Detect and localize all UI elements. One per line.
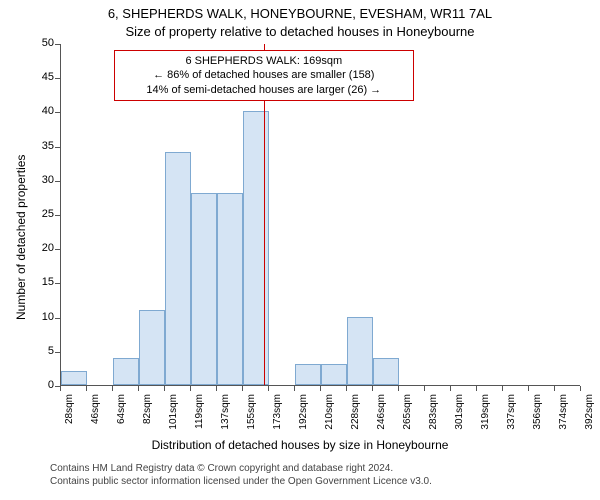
ytick-label: 25 [26, 208, 54, 220]
xtick-label: 392sqm [584, 394, 595, 438]
footer-line-2: Contains public sector information licen… [50, 475, 432, 488]
ytick-label: 15 [26, 276, 54, 288]
histogram-bar [295, 364, 321, 385]
chart-title-sub: Size of property relative to detached ho… [0, 24, 600, 39]
ytick-label: 10 [26, 311, 54, 323]
ytick-mark [55, 112, 60, 113]
histogram-bar [61, 371, 87, 385]
ytick-mark [55, 78, 60, 79]
xtick-mark [554, 386, 555, 391]
plot-area: 6 SHEPHERDS WALK: 169sqm← 86% of detache… [60, 44, 580, 386]
xtick-label: 155sqm [246, 394, 257, 438]
ytick-label: 5 [26, 345, 54, 357]
ytick-label: 40 [26, 105, 54, 117]
xtick-label: 173sqm [272, 394, 283, 438]
ytick-label: 45 [26, 71, 54, 83]
xtick-mark [346, 386, 347, 391]
xtick-label: 46sqm [90, 394, 101, 438]
ytick-label: 20 [26, 242, 54, 254]
ytick-mark [55, 318, 60, 319]
ytick-label: 0 [26, 379, 54, 391]
xtick-mark [112, 386, 113, 391]
ytick-mark [55, 283, 60, 284]
xtick-label: 137sqm [220, 394, 231, 438]
footer-line-1: Contains HM Land Registry data © Crown c… [50, 462, 432, 475]
xtick-label: 283sqm [428, 394, 439, 438]
xtick-mark [372, 386, 373, 391]
xtick-mark [138, 386, 139, 391]
xtick-label: 337sqm [506, 394, 517, 438]
xtick-mark [476, 386, 477, 391]
histogram-bar [347, 317, 373, 385]
annotation-line: ← 86% of detached houses are smaller (15… [121, 68, 407, 82]
annotation-line: 6 SHEPHERDS WALK: 169sqm [121, 54, 407, 68]
xtick-label: 246sqm [376, 394, 387, 438]
histogram-bar [321, 364, 347, 385]
xtick-label: 28sqm [64, 394, 75, 438]
ytick-mark [55, 44, 60, 45]
xtick-mark [450, 386, 451, 391]
xtick-mark [60, 386, 61, 391]
histogram-bar [113, 358, 139, 385]
xtick-mark [86, 386, 87, 391]
xtick-label: 119sqm [194, 394, 205, 438]
histogram-bar [165, 152, 191, 385]
x-axis-label: Distribution of detached houses by size … [0, 438, 600, 452]
footer-attribution: Contains HM Land Registry data © Crown c… [50, 462, 432, 488]
annotation-line: 14% of semi-detached houses are larger (… [121, 83, 407, 97]
xtick-label: 301sqm [454, 394, 465, 438]
histogram-bar [139, 310, 165, 385]
ytick-label: 30 [26, 174, 54, 186]
xtick-label: 101sqm [168, 394, 179, 438]
xtick-mark [216, 386, 217, 391]
ytick-label: 35 [26, 140, 54, 152]
xtick-mark [294, 386, 295, 391]
histogram-bar [243, 111, 269, 385]
xtick-mark [424, 386, 425, 391]
histogram-bar [217, 193, 243, 385]
xtick-label: 228sqm [350, 394, 361, 438]
xtick-mark [268, 386, 269, 391]
xtick-label: 319sqm [480, 394, 491, 438]
histogram-bar [373, 358, 399, 385]
xtick-mark [398, 386, 399, 391]
histogram-bar [191, 193, 217, 385]
ytick-mark [55, 352, 60, 353]
xtick-label: 265sqm [402, 394, 413, 438]
ytick-mark [55, 181, 60, 182]
xtick-label: 210sqm [324, 394, 335, 438]
xtick-label: 374sqm [558, 394, 569, 438]
ytick-label: 50 [26, 37, 54, 49]
chart-title-main: 6, SHEPHERDS WALK, HONEYBOURNE, EVESHAM,… [0, 6, 600, 21]
xtick-mark [502, 386, 503, 391]
xtick-mark [190, 386, 191, 391]
chart-container: 6, SHEPHERDS WALK, HONEYBOURNE, EVESHAM,… [0, 0, 600, 500]
ytick-mark [55, 249, 60, 250]
xtick-mark [320, 386, 321, 391]
xtick-mark [580, 386, 581, 391]
annotation-box: 6 SHEPHERDS WALK: 169sqm← 86% of detache… [114, 50, 414, 101]
xtick-mark [164, 386, 165, 391]
ytick-mark [55, 215, 60, 216]
xtick-mark [528, 386, 529, 391]
xtick-label: 64sqm [116, 394, 127, 438]
xtick-label: 192sqm [298, 394, 309, 438]
xtick-mark [242, 386, 243, 391]
xtick-label: 356sqm [532, 394, 543, 438]
ytick-mark [55, 147, 60, 148]
xtick-label: 82sqm [142, 394, 153, 438]
